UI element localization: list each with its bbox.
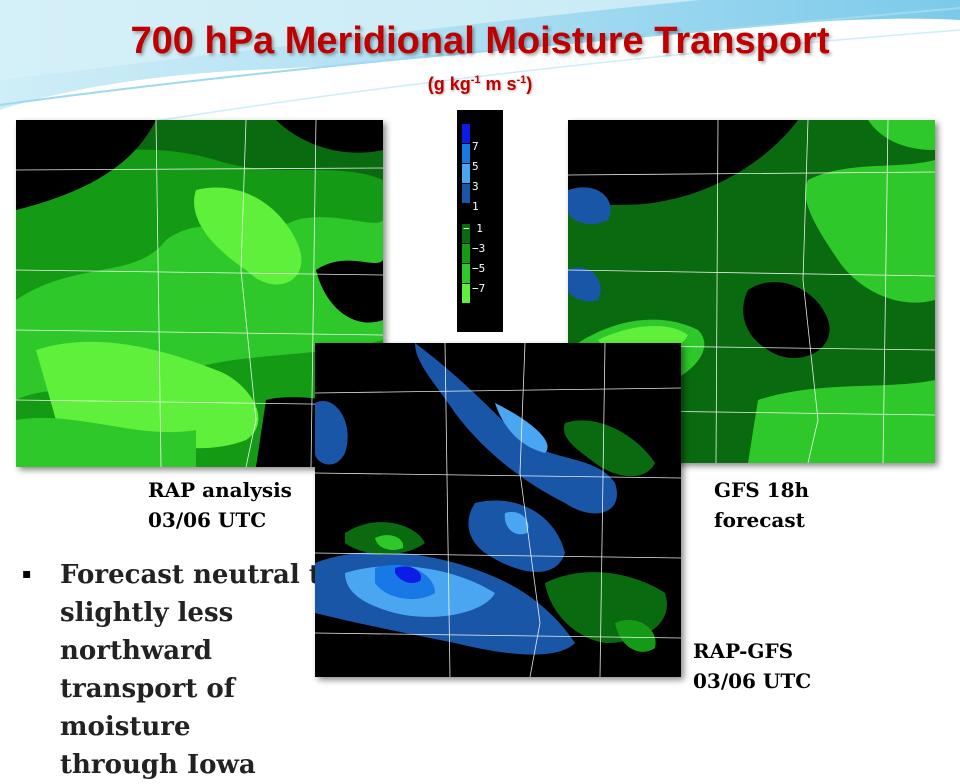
legend-swatch (462, 284, 470, 303)
slide-units: (g kg-1 m s-1) (427, 74, 533, 94)
legend-swatch (462, 124, 470, 143)
legend-swatch (462, 144, 470, 163)
bullet-marker: ▪ (22, 566, 32, 582)
legend-swatch (462, 164, 470, 183)
title-swoosh-decoration (0, 0, 960, 131)
legend-swatch (462, 244, 470, 263)
slide-title: 700 hPa Meridional Moisture Transport (130, 20, 830, 62)
bullet-text: Forecast neutral to slightly less northw… (60, 560, 339, 780)
rap-gfs-difference-map (315, 343, 681, 677)
legend-tick: −7 (472, 282, 486, 295)
legend-swatch (462, 184, 470, 203)
rap-analysis-map (16, 120, 383, 467)
legend-tick: 5 (472, 160, 479, 173)
legend-tick: − 1 (463, 222, 483, 235)
diff-caption: RAP-GFS 03/06 UTC (693, 639, 812, 693)
legend-tick: 3 (472, 180, 479, 193)
gfs-caption: GFS 18h forecast (714, 478, 810, 532)
legend-tick: 7 (472, 140, 479, 153)
color-legend: 7 5 3 1 − 1 −3 −5 −7 (457, 110, 503, 332)
legend-tick: −5 (472, 262, 486, 275)
legend-tick: −3 (472, 242, 486, 255)
rap-caption: RAP analysis 03/06 UTC (148, 478, 292, 532)
legend-swatch (462, 224, 470, 243)
legend-tick: 1 (472, 200, 479, 213)
legend-swatch (462, 264, 470, 283)
